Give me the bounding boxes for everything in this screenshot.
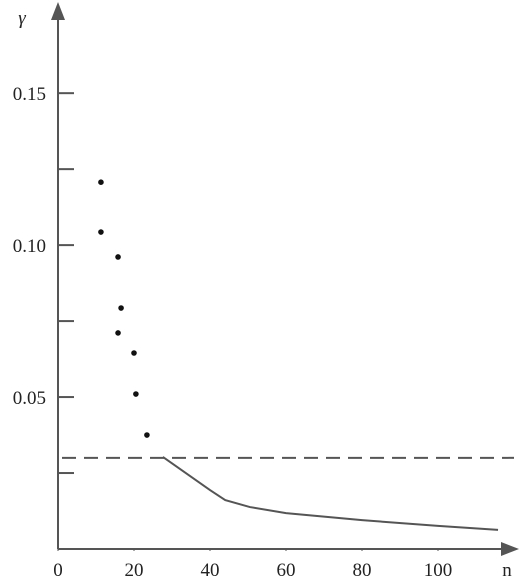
point [115,254,121,260]
point [131,350,137,356]
y-tick-label: 0.05 [13,388,46,409]
point [98,179,104,186]
point [118,305,124,311]
x-axis-arrow [501,542,519,556]
point [115,330,121,336]
x-tick-label: 100 [424,560,453,580]
x-tick-label: 80 [353,560,372,580]
y-tick-label: 0.15 [13,84,46,105]
point [144,432,150,438]
x-axis-label: n [502,560,512,580]
curve [162,456,499,531]
point [98,229,104,235]
point [133,391,139,397]
x-tick-label: 60 [277,560,296,580]
y-axis-label: γ [18,8,26,29]
y-tick-label: 0.10 [13,236,46,257]
x-tick-label: 20 [125,560,144,580]
x-tick-label: 40 [201,560,220,580]
y-axis-arrow [51,2,65,20]
x-tick-label: 0 [53,560,63,580]
